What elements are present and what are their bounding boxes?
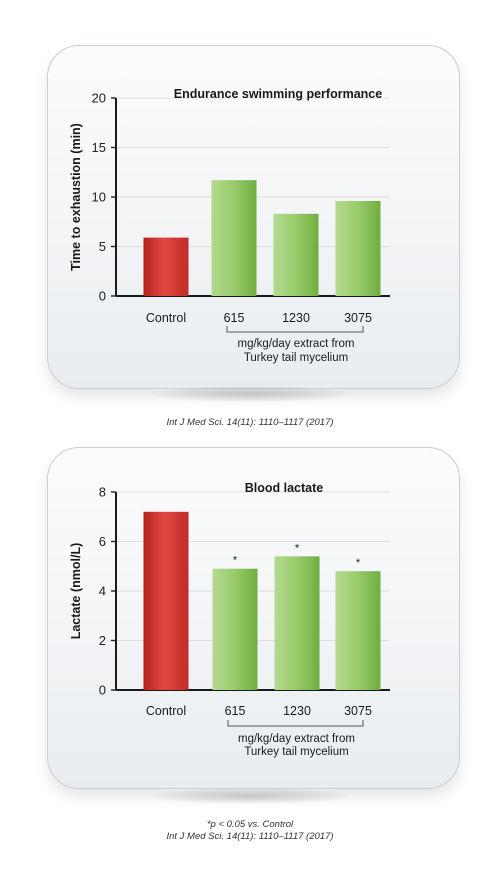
significance-marker: * — [295, 542, 300, 554]
y-tick-label: 4 — [99, 584, 106, 599]
group-label-line: mg/kg/day extract from — [238, 338, 355, 350]
citation-endurance: Int J Med Sci. 14(11): 1110–1117 (2017) — [166, 417, 334, 428]
group-label-line: mg/kg/day extract from — [238, 733, 355, 745]
bar-1230 — [273, 213, 319, 296]
bar-control — [143, 511, 189, 690]
significance-marker: * — [233, 555, 238, 567]
y-tick-label: 5 — [99, 239, 106, 254]
x-tick-label: Control — [146, 311, 186, 325]
y-tick-label: 6 — [99, 534, 106, 549]
bar-615 — [211, 180, 257, 296]
bar-control — [143, 237, 189, 296]
group-label-line: Turkey tail mycelium — [244, 746, 348, 758]
group-bracket — [226, 326, 364, 333]
x-tick-label: 3075 — [344, 311, 372, 325]
x-tick-label: Control — [146, 704, 186, 718]
x-tick-label: 3075 — [344, 704, 372, 718]
bar-3075 — [335, 571, 381, 690]
significance-marker: * — [356, 557, 361, 569]
x-tick-label: 1230 — [282, 311, 310, 325]
citation-lactate: Int J Med Sci. 14(11): 1110–1117 (2017) — [166, 831, 334, 842]
y-tick-label: 2 — [99, 633, 106, 648]
y-axis-label: Lactate (nmol/L) — [69, 543, 83, 640]
x-tick-label: 1230 — [283, 704, 311, 718]
panel-shadow — [150, 788, 350, 804]
y-tick-label: 0 — [99, 289, 106, 304]
x-tick-label: 615 — [224, 311, 245, 325]
significance-footnote: *p < 0.05 vs. Control — [206, 819, 294, 830]
y-tick-label: 8 — [99, 485, 106, 500]
bar-615 — [212, 568, 258, 690]
y-axis-label: Time to exhaustion (min) — [69, 123, 83, 271]
chart-title: Blood lactate — [245, 481, 324, 495]
y-tick-label: 20 — [92, 91, 106, 106]
panel-shadow — [150, 386, 350, 402]
chart-title: Endurance swimming performance — [174, 87, 382, 101]
bar-1230 — [274, 556, 320, 690]
bar-3075 — [335, 200, 381, 296]
y-tick-label: 15 — [92, 140, 106, 155]
y-tick-label: 10 — [92, 190, 106, 205]
x-tick-label: 615 — [225, 704, 246, 718]
y-tick-label: 0 — [99, 683, 106, 698]
group-label-line: Turkey tail mycelium — [244, 352, 348, 364]
group-bracket — [227, 720, 364, 727]
